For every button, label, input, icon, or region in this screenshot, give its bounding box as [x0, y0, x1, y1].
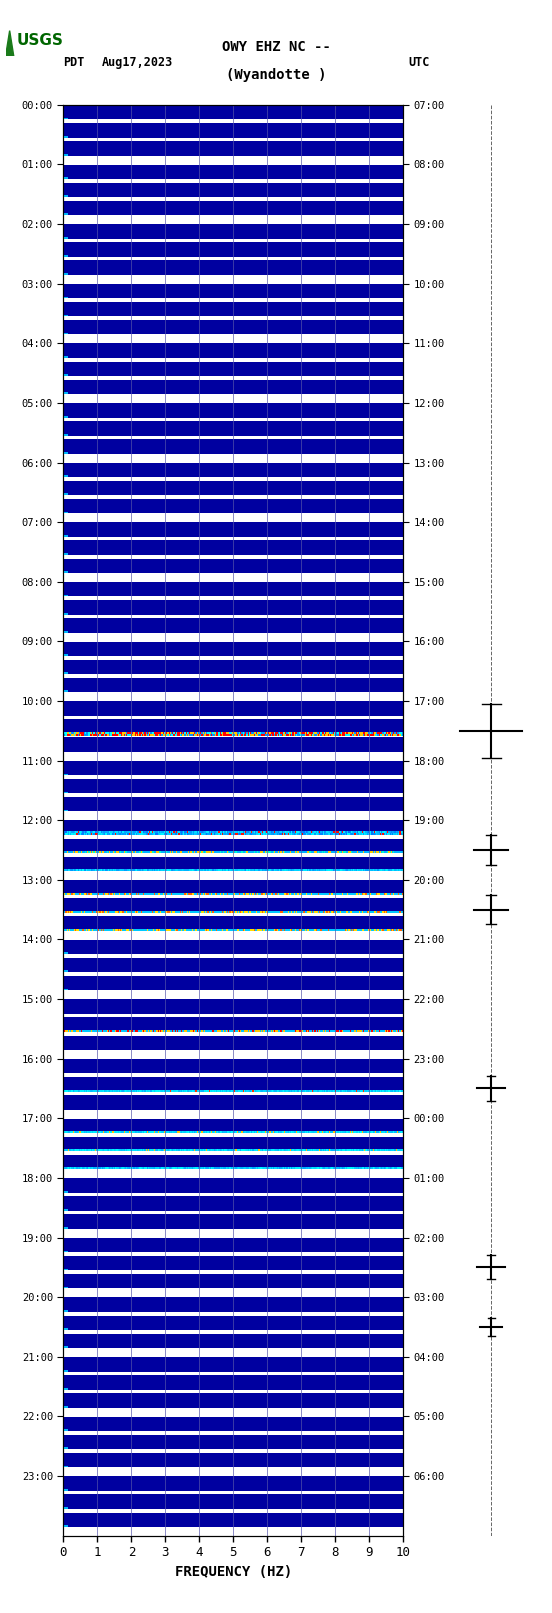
X-axis label: FREQUENCY (HZ): FREQUENCY (HZ) [174, 1565, 292, 1579]
Text: (Wyandotte ): (Wyandotte ) [226, 68, 326, 82]
Text: OWY EHZ NC --: OWY EHZ NC -- [221, 40, 331, 55]
Text: USGS: USGS [17, 32, 63, 48]
Text: Aug17,2023: Aug17,2023 [102, 56, 173, 69]
Text: PDT: PDT [63, 56, 85, 69]
Text: UTC: UTC [408, 56, 430, 69]
Polygon shape [6, 31, 14, 56]
